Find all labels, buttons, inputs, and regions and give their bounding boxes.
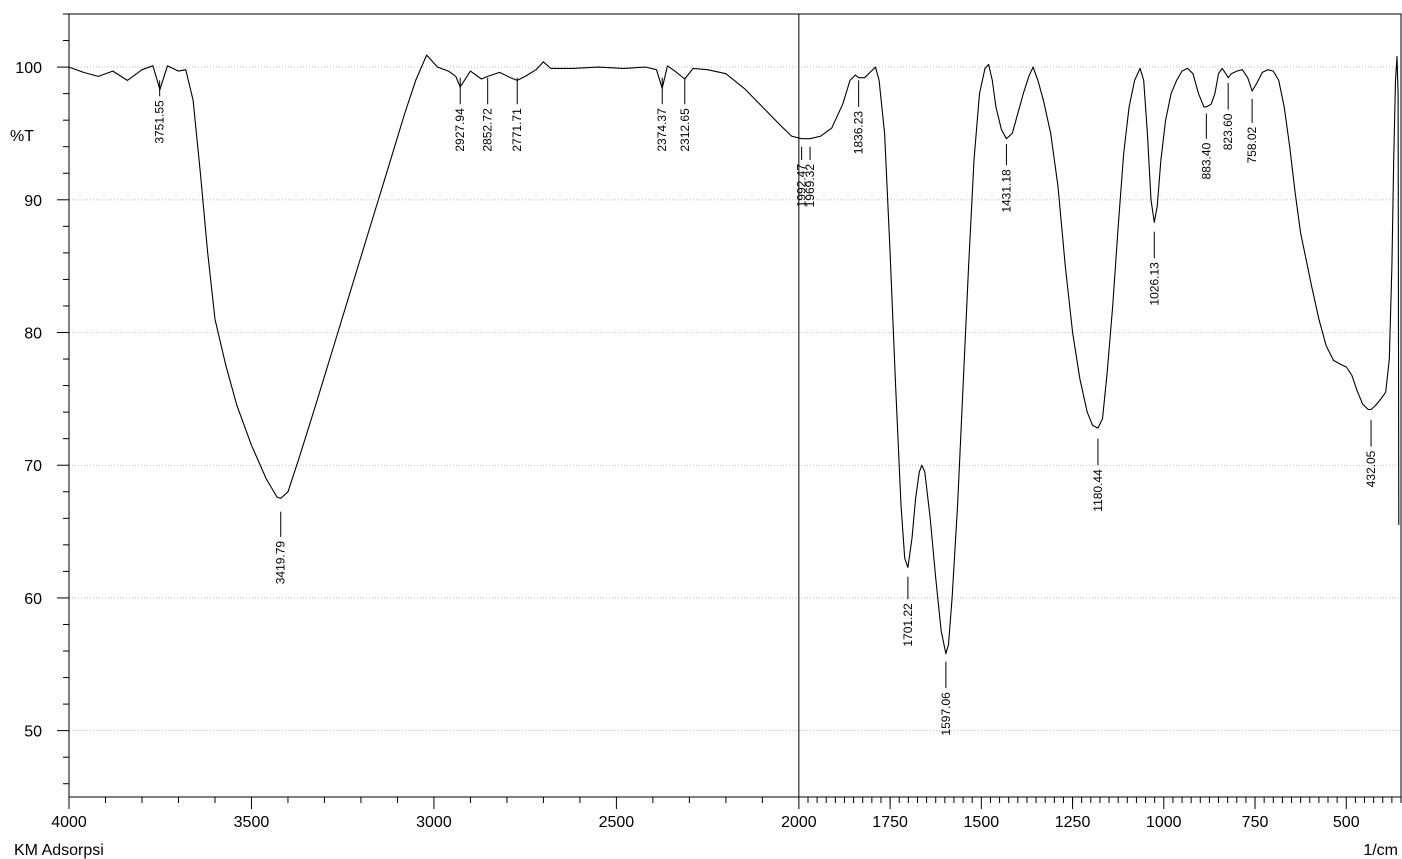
peak-label-2927.94: 2927.94	[453, 108, 467, 152]
peak-label-1701.22: 1701.22	[901, 603, 915, 647]
x-tick-label-2500: 2500	[599, 814, 635, 831]
major-ticks	[57, 66, 1347, 809]
minor-ticks	[63, 13, 1402, 803]
sample-label: KM Adsorpsi	[14, 842, 104, 859]
peak-label-883.40: 883.40	[1199, 142, 1213, 179]
peak-label-1836.23: 1836.23	[852, 111, 866, 155]
peak-label-1597.06: 1597.06	[939, 692, 953, 736]
y-tick-label-80: 80	[24, 326, 42, 343]
x-tick-label-3500: 3500	[234, 814, 270, 831]
x-tick-label-500: 500	[1333, 814, 1360, 831]
peak-label-1992.47: 1992.47	[795, 164, 809, 208]
peak-label-432.05: 432.05	[1364, 450, 1378, 487]
peak-label-823.60: 823.60	[1221, 113, 1235, 150]
x-tick-label-750: 750	[1242, 814, 1269, 831]
peak-label-2771.71: 2771.71	[510, 108, 524, 152]
x-tick-label-1250: 1250	[1055, 814, 1091, 831]
y-tick-label-100: 100	[15, 60, 42, 77]
peak-label-3751.55: 3751.55	[153, 100, 167, 144]
peak-label-758.02: 758.02	[1245, 126, 1259, 163]
x-tick-label-1000: 1000	[1146, 814, 1182, 831]
x-axis-title: 1/cm	[1363, 842, 1398, 859]
x-tick-label-4000: 4000	[51, 814, 87, 831]
peak-label-1431.18: 1431.18	[999, 169, 1013, 213]
y-axis-title: %T	[10, 128, 34, 145]
x-tick-label-2000: 2000	[781, 814, 817, 831]
peak-label-2852.72: 2852.72	[481, 108, 495, 152]
peak-label-3419.79: 3419.79	[274, 541, 288, 585]
grid-lines	[69, 66, 1401, 732]
peak-label-1180.44: 1180.44	[1091, 469, 1105, 512]
peak-annotations: 3751.55 3419.79 2927.94 2852.72 2771.71 2374.…	[153, 77, 1378, 736]
plot-frame	[68, 13, 1402, 798]
y-tick-label-60: 60	[24, 591, 42, 608]
peak-label-2312.65: 2312.65	[678, 108, 692, 152]
peak-label-2374.37: 2374.37	[655, 108, 669, 152]
x-tick-label-1500: 1500	[964, 814, 1000, 831]
y-tick-labels: 100 90 80 70 60 50	[15, 60, 42, 741]
peak-label-1026.13: 1026.13	[1147, 262, 1161, 306]
peak-label-1969.32: 1969.32	[803, 164, 817, 208]
x-tick-labels: 4000 3500 3000 2500 2000 1750 1500 1250 1000 750 5…	[51, 814, 1360, 831]
y-tick-label-70: 70	[24, 458, 42, 475]
y-tick-label-90: 90	[24, 193, 42, 210]
x-tick-label-1750: 1750	[872, 814, 908, 831]
series-group	[68, 54, 1400, 655]
spectrum-line-0	[68, 54, 1400, 655]
y-tick-label-50: 50	[24, 724, 42, 741]
x-tick-label-3000: 3000	[416, 814, 452, 831]
